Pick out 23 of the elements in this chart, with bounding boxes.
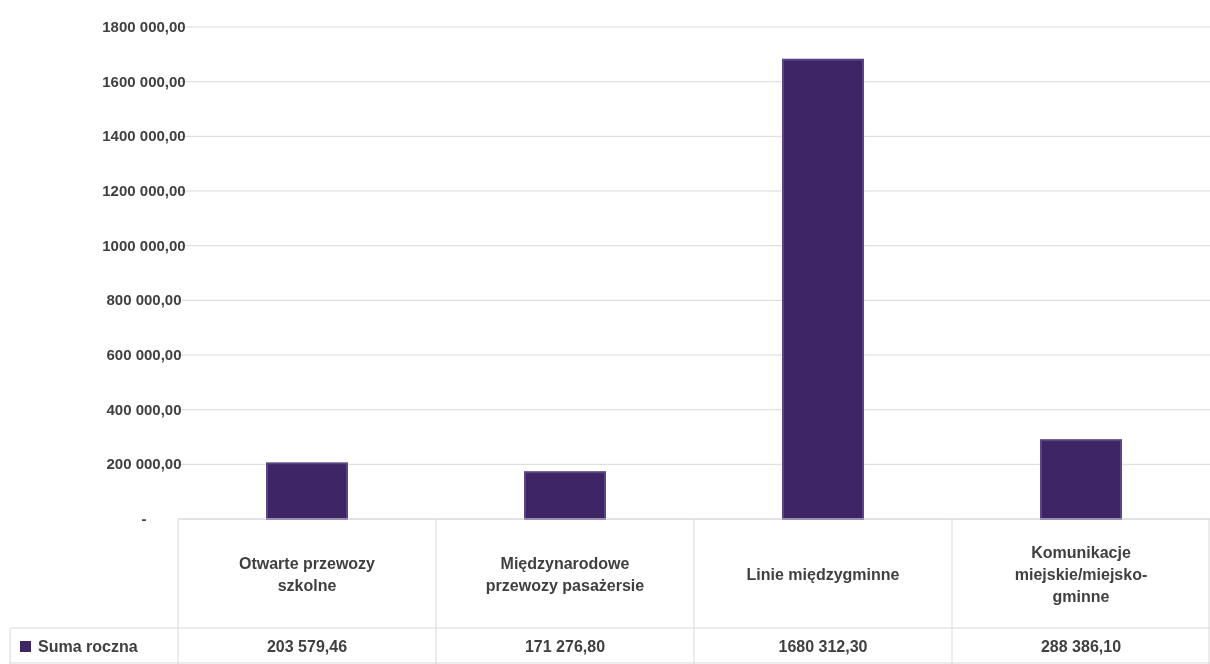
bar bbox=[782, 58, 864, 520]
x-tick-label: Otwarte przewozy szkolne bbox=[238, 554, 376, 594]
y-tick-label: 200 000,00 bbox=[106, 455, 182, 473]
y-tick-label: 600 000,00 bbox=[106, 346, 182, 363]
x-tick-label: Międzynarodowe przewozy pasażersie bbox=[485, 554, 645, 594]
bar bbox=[524, 471, 606, 520]
data-label: 288 386,10 bbox=[1040, 638, 1122, 655]
y-tick-label: 1600 000,00 bbox=[102, 72, 186, 90]
x-tick-label: Linie międzygminne bbox=[746, 565, 900, 583]
y-tick-label: 800 000,00 bbox=[106, 291, 182, 309]
bar bbox=[1040, 439, 1122, 520]
y-tick-label: 1000 000,00 bbox=[102, 236, 186, 254]
bar bbox=[266, 462, 348, 520]
legend-label: Suma roczna bbox=[38, 638, 138, 655]
y-tick-label: - bbox=[141, 510, 147, 527]
data-label: 1680 312,30 bbox=[778, 638, 868, 655]
y-tick-label: 400 000,00 bbox=[106, 400, 182, 418]
data-label: 171 276,80 bbox=[524, 638, 606, 655]
y-tick-label: 1200 000,00 bbox=[102, 182, 186, 199]
data-label: 203 579,46 bbox=[266, 638, 348, 655]
y-tick-label: 1400 000,00 bbox=[102, 127, 186, 145]
y-tick-label: 1800 000,00 bbox=[102, 18, 186, 35]
x-tick-label: Komunikacje miejskie/miejsko-gminne bbox=[1014, 543, 1148, 605]
